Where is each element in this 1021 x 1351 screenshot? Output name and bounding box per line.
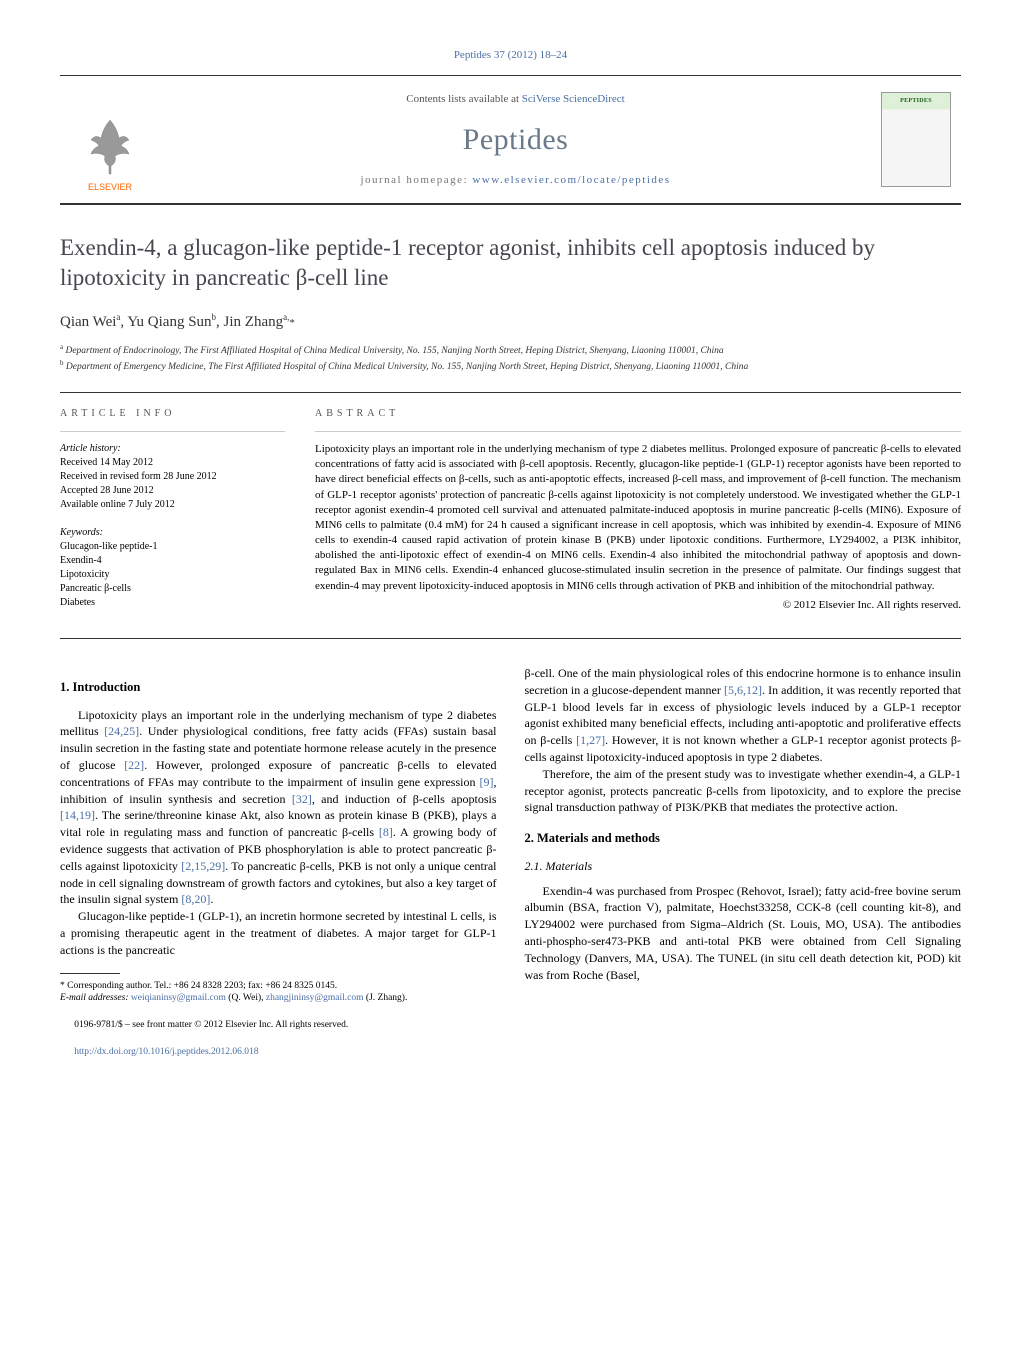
masthead-center: Contents lists available at SciVerse Sci… bbox=[160, 76, 871, 203]
abstract-copyright: © 2012 Elsevier Inc. All rights reserved… bbox=[315, 598, 961, 613]
section-materials-head: 2.1. Materials bbox=[525, 858, 962, 875]
intro-p4: Therefore, the aim of the present study … bbox=[525, 766, 962, 816]
email-footnote: E-mail addresses: weiqianinsy@gmail.com … bbox=[60, 992, 497, 1005]
journal-cover-thumbnail[interactable] bbox=[881, 92, 951, 187]
keyword-2: Exendin-4 bbox=[60, 554, 285, 568]
article-info-column: article info Article history: Received 1… bbox=[60, 393, 285, 624]
contents-prefix: Contents lists available at bbox=[406, 93, 521, 105]
history-received: Received 14 May 2012 bbox=[60, 456, 285, 470]
authors: Qian Weia, Yu Qiang Sunb, Jin Zhanga,* bbox=[60, 311, 961, 333]
section-mm-head: 2. Materials and methods bbox=[525, 830, 962, 848]
publisher-logo-cell: ELSEVIER bbox=[60, 76, 160, 203]
affiliation-a: a Department of Endocrinology, The First… bbox=[60, 343, 961, 358]
corresponding-footnote: * Corresponding author. Tel.: +86 24 832… bbox=[60, 980, 497, 993]
contents-line: Contents lists available at SciVerse Sci… bbox=[406, 92, 624, 107]
journal-name: Peptides bbox=[463, 119, 569, 161]
history-online: Available online 7 July 2012 bbox=[60, 498, 285, 512]
email2-who: (J. Zhang). bbox=[364, 993, 408, 1003]
email-label: E-mail addresses: bbox=[60, 993, 131, 1003]
journal-reference: Peptides 37 (2012) 18–24 bbox=[60, 48, 961, 63]
cover-thumb-cell bbox=[871, 76, 961, 203]
doi-line: http://dx.doi.org/10.1016/j.peptides.201… bbox=[60, 1046, 497, 1059]
journal-ref-link[interactable]: Peptides 37 (2012) 18–24 bbox=[454, 49, 567, 61]
intro-p1: Lipotoxicity plays an important role in … bbox=[60, 707, 497, 909]
footnote-rule bbox=[60, 973, 120, 974]
keyword-5: Diabetes bbox=[60, 596, 285, 610]
homepage-prefix: journal homepage: bbox=[360, 174, 472, 186]
email-link-2[interactable]: zhangjininsy@gmail.com bbox=[266, 993, 364, 1003]
abstract-head: abstract bbox=[315, 407, 961, 432]
footnote-block: * Corresponding author. Tel.: +86 24 832… bbox=[60, 973, 497, 1060]
section-intro-head: 1. Introduction bbox=[60, 679, 497, 697]
article-info-head: article info bbox=[60, 407, 285, 432]
intro-p2: Glucagon-like peptide-1 (GLP-1), an incr… bbox=[60, 908, 497, 958]
history-label: Article history: bbox=[60, 442, 285, 456]
email-link-1[interactable]: weiqianinsy@gmail.com bbox=[131, 993, 226, 1003]
keyword-1: Glucagon-like peptide-1 bbox=[60, 540, 285, 554]
keyword-3: Lipotoxicity bbox=[60, 568, 285, 582]
intro-p3: β-cell. One of the main physiological ro… bbox=[525, 665, 962, 766]
history-accepted: Accepted 28 June 2012 bbox=[60, 484, 285, 498]
affiliation-b: b Department of Emergency Medicine, The … bbox=[60, 359, 961, 374]
masthead: ELSEVIER Contents lists available at Sci… bbox=[60, 75, 961, 205]
article-history-block: Article history: Received 14 May 2012 Re… bbox=[60, 442, 285, 512]
elsevier-tree-logo: ELSEVIER bbox=[75, 110, 145, 195]
keywords-block: Keywords: Glucagon-like peptide-1 Exendi… bbox=[60, 526, 285, 610]
elsevier-wordmark: ELSEVIER bbox=[88, 182, 133, 192]
abstract-column: abstract Lipotoxicity plays an important… bbox=[315, 393, 961, 624]
keyword-4: Pancreatic β-cells bbox=[60, 582, 285, 596]
abstract-text: Lipotoxicity plays an important role in … bbox=[315, 442, 961, 594]
history-revised: Received in revised form 28 June 2012 bbox=[60, 470, 285, 484]
body-columns: 1. Introduction Lipotoxicity plays an im… bbox=[60, 665, 961, 1060]
journal-homepage-link[interactable]: www.elsevier.com/locate/peptides bbox=[472, 174, 670, 186]
article-title: Exendin-4, a glucagon-like peptide-1 rec… bbox=[60, 233, 961, 293]
front-matter-line: 0196-9781/$ – see front matter © 2012 El… bbox=[60, 1019, 497, 1032]
affiliations: a Department of Endocrinology, The First… bbox=[60, 343, 961, 374]
keywords-label: Keywords: bbox=[60, 526, 285, 540]
doi-link[interactable]: http://dx.doi.org/10.1016/j.peptides.201… bbox=[74, 1047, 258, 1057]
sciencedirect-link[interactable]: SciVerse ScienceDirect bbox=[522, 93, 625, 105]
homepage-line: journal homepage: www.elsevier.com/locat… bbox=[360, 173, 670, 188]
info-abstract-row: article info Article history: Received 1… bbox=[60, 392, 961, 639]
email1-who: (Q. Wei), bbox=[226, 993, 266, 1003]
materials-p1: Exendin-4 was purchased from Prospec (Re… bbox=[525, 883, 962, 984]
